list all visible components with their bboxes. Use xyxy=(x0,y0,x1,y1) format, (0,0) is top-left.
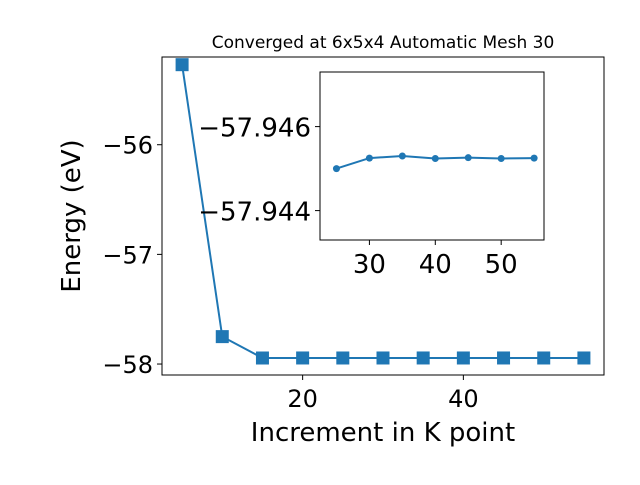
main-y-ticks: −56 −57 −58 xyxy=(102,132,162,379)
inset-y-tick-label: −57.944 xyxy=(198,198,311,228)
main-x-tick-label: 20 xyxy=(287,385,318,413)
main-y-tick-label: −58 xyxy=(102,351,153,379)
inset-data-point xyxy=(464,154,472,162)
main-series xyxy=(175,58,591,365)
main-data-point xyxy=(376,351,390,365)
main-y-tick-label: −57 xyxy=(102,241,153,269)
main-data-point xyxy=(577,351,591,365)
inset-x-tick-label: 30 xyxy=(353,250,386,280)
main-data-point xyxy=(296,351,310,365)
main-data-point xyxy=(215,330,229,344)
inset-data-point xyxy=(530,154,538,162)
x-axis-label: Increment in K point xyxy=(251,418,515,448)
inset-data-point xyxy=(431,155,439,163)
inset-data-point xyxy=(398,152,406,160)
inset-y-ticks: −57.946 −57.944 xyxy=(198,114,320,228)
inset-series xyxy=(332,152,538,173)
inset-plot-frame xyxy=(319,71,545,241)
inset-y-tick-label: −57.946 xyxy=(198,114,311,144)
inset-data-point xyxy=(497,155,505,163)
main-data-point xyxy=(537,351,551,365)
main-data-point xyxy=(456,351,470,365)
main-y-tick-label: −56 xyxy=(102,132,153,160)
main-data-point xyxy=(255,351,269,365)
inset-x-tick-label: 40 xyxy=(419,250,452,280)
main-data-point xyxy=(336,351,350,365)
inset-data-point xyxy=(332,165,340,173)
inset-x-tick-label: 50 xyxy=(485,250,518,280)
inset-x-ticks: 30 40 50 xyxy=(353,240,518,280)
main-x-ticks: 20 40 xyxy=(287,375,479,413)
main-x-tick-label: 40 xyxy=(448,385,479,413)
main-data-point xyxy=(497,351,511,365)
inset-plot: 30 40 50 −57.946 −57.944 xyxy=(198,71,545,280)
main-data-point xyxy=(416,351,430,365)
y-axis-label: Energy (eV) xyxy=(57,139,87,292)
inset-data-point xyxy=(365,154,373,162)
main-data-point xyxy=(175,58,189,72)
chart-title: Converged at 6x5x4 Automatic Mesh 30 xyxy=(212,33,555,53)
